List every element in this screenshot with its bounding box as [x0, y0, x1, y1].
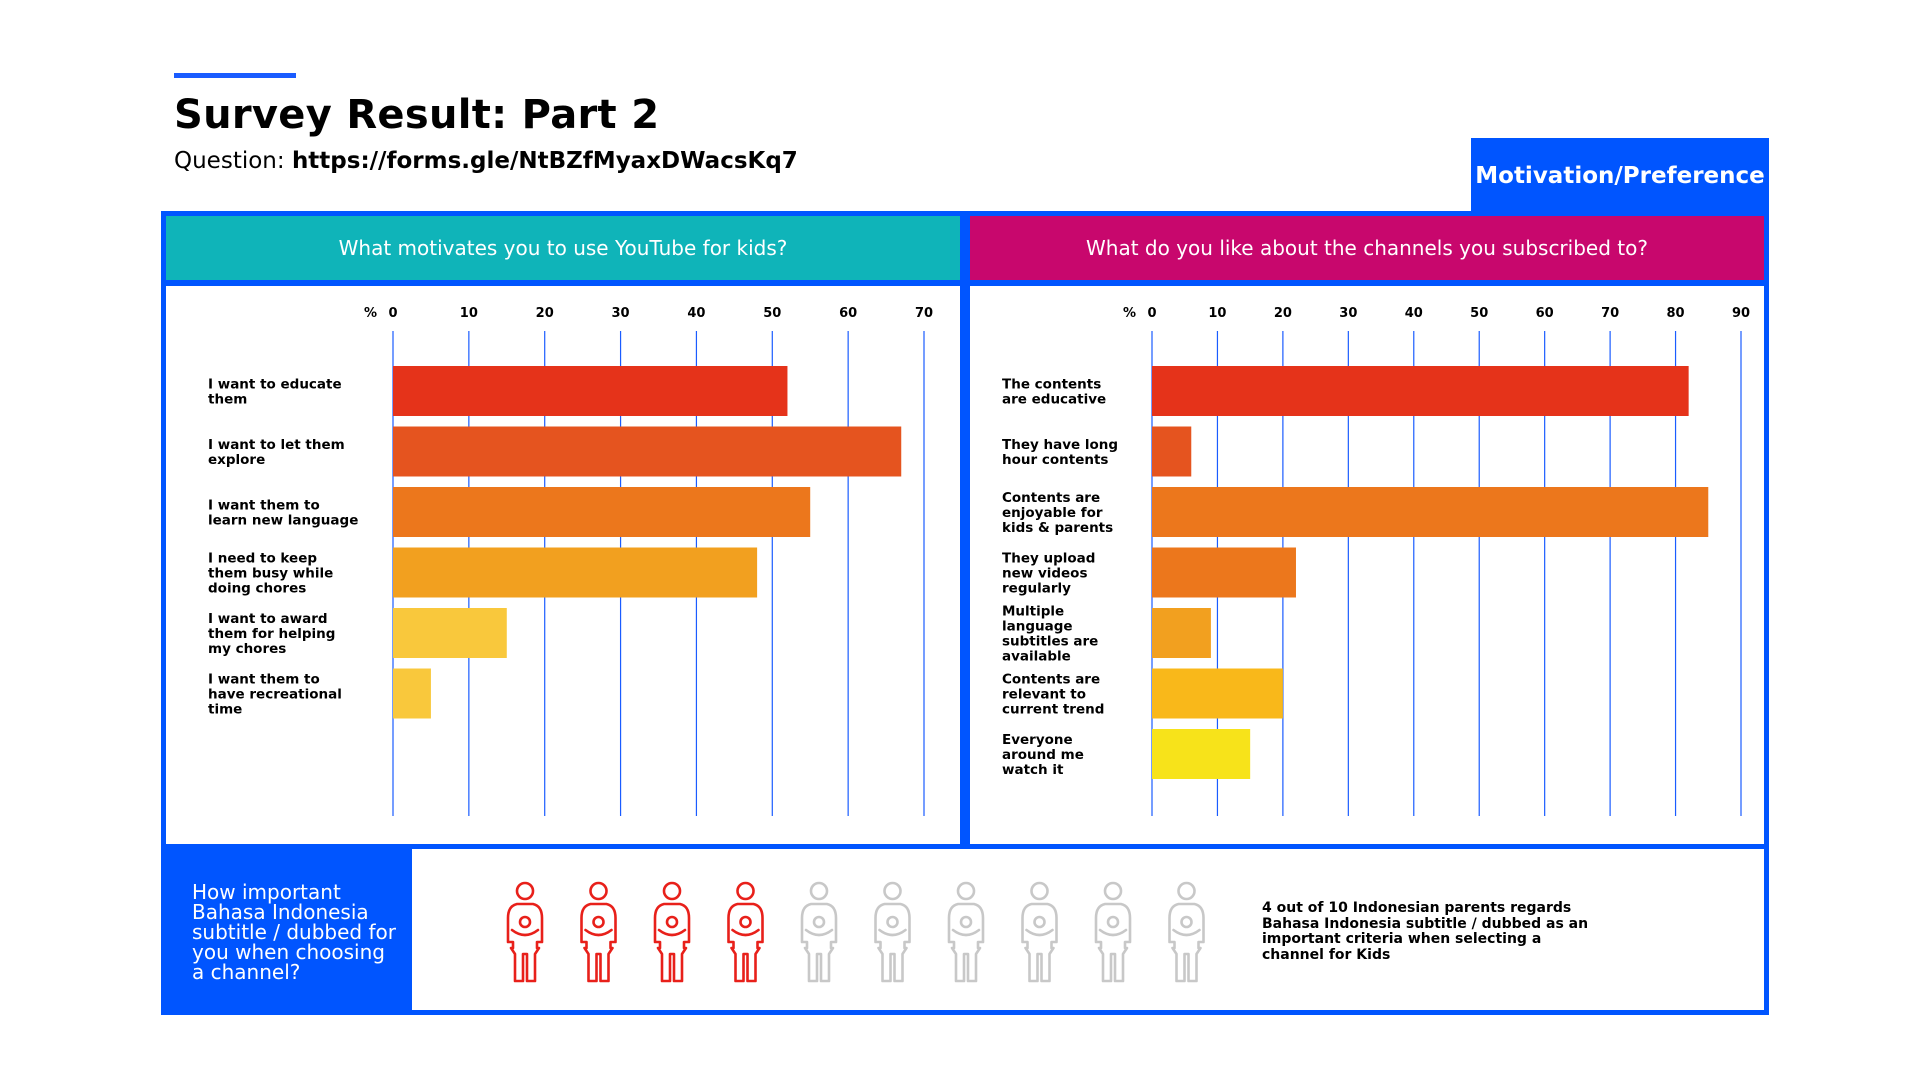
x-tick-label: 50 — [763, 306, 781, 321]
right-chart-title: What do you like about the channels you … — [970, 216, 1764, 280]
person-icon — [506, 881, 544, 983]
bar — [393, 366, 788, 416]
category-label: Everyone around me watch it — [1002, 732, 1084, 778]
category-label: I want to award them for helping my chores — [208, 611, 335, 657]
category-label: They upload new videos regularly — [1002, 551, 1095, 597]
x-tick-label: 60 — [1536, 306, 1554, 321]
x-tick-label: 30 — [1339, 306, 1357, 321]
category-label: I want to educate them — [208, 377, 342, 408]
x-tick-label: 10 — [460, 306, 478, 321]
person-icon — [947, 881, 985, 983]
category-label: I want them to have recreational time — [208, 672, 342, 718]
bar — [1152, 487, 1709, 537]
person-icon — [1021, 881, 1058, 983]
bar — [1152, 668, 1283, 719]
x-tick-label: 20 — [1274, 306, 1292, 321]
bar — [1152, 729, 1251, 779]
question-line: Question: https://forms.gle/NtBZfMyaxDWa… — [174, 148, 798, 174]
bar — [393, 608, 507, 658]
bar — [393, 547, 758, 598]
x-tick-label: 0 — [1147, 306, 1156, 321]
person-icon — [800, 881, 838, 983]
person-icon — [874, 881, 911, 983]
person-icon — [653, 881, 691, 983]
person-icon — [727, 881, 764, 983]
bar — [393, 668, 431, 719]
x-tick-label: 40 — [687, 306, 705, 321]
bar — [1152, 608, 1211, 658]
bottom-note: 4 out of 10 Indonesian parents regards B… — [1262, 900, 1589, 963]
x-tick-label: 90 — [1732, 306, 1750, 321]
x-tick-label: 80 — [1667, 306, 1685, 321]
bar — [1152, 366, 1689, 416]
category-label: Multiple language subtitles are available — [1002, 604, 1098, 665]
page-title: Survey Result: Part 2 — [174, 92, 660, 138]
x-tick-label: 50 — [1470, 306, 1488, 321]
right-bar-chart: % 0 10 20 30 40 50 60 70 80 90 The contents are educ… — [1002, 306, 1750, 816]
left-chart-panel: % 0 10 20 30 40 50 60 70 I want to educate them I w… — [166, 286, 960, 844]
category-label: I need to keep them busy while doing chore… — [208, 551, 333, 597]
category-label: I want them to learn new language — [208, 498, 358, 529]
question-prefix: Question: — [174, 148, 285, 174]
bottom-question: How important Bahasa Indonesia subtitle … — [192, 880, 396, 984]
section-tag: Motivation/Preference — [1471, 138, 1769, 213]
category-label: The contents are educative — [1002, 377, 1106, 408]
right-chart-panel: % 0 10 20 30 40 50 60 70 80 90 The contents are educ… — [970, 286, 1764, 844]
x-tick-label: 0 — [388, 306, 397, 321]
x-tick-label: 70 — [1601, 306, 1619, 321]
x-tick-label: 20 — [536, 306, 554, 321]
x-tick-label: 30 — [612, 306, 630, 321]
x-tick-label: 40 — [1405, 306, 1423, 321]
x-tick-label: 60 — [839, 306, 857, 321]
bar — [1152, 426, 1192, 477]
category-label: They have long hour contents — [1002, 437, 1118, 468]
x-tick-label: 10 — [1208, 306, 1226, 321]
people-pictogram — [506, 881, 1205, 983]
category-label: I want to let them explore — [208, 437, 345, 468]
bottom-panel — [412, 849, 1764, 1010]
title-accent-line — [174, 73, 296, 78]
bar — [1152, 547, 1296, 598]
person-icon — [1094, 881, 1132, 983]
question-link[interactable]: https://forms.gle/NtBZfMyaxDWacsKq7 — [291, 148, 798, 174]
category-label: Contents are enjoyable for kids & parents — [1002, 490, 1113, 536]
x-unit-label: % — [364, 306, 377, 321]
category-label: Contents are relevant to current trend — [1002, 672, 1104, 718]
left-bar-chart: % 0 10 20 30 40 50 60 70 I want to educate them I w… — [208, 306, 933, 816]
bar — [393, 426, 902, 477]
x-unit-label: % — [1123, 306, 1136, 321]
person-icon-row — [500, 880, 1220, 985]
x-tick-label: 70 — [915, 306, 933, 321]
left-chart-title: What motivates you to use YouTube for ki… — [166, 216, 960, 280]
bar — [393, 487, 811, 537]
person-icon — [1168, 881, 1205, 983]
person-icon — [580, 881, 617, 983]
